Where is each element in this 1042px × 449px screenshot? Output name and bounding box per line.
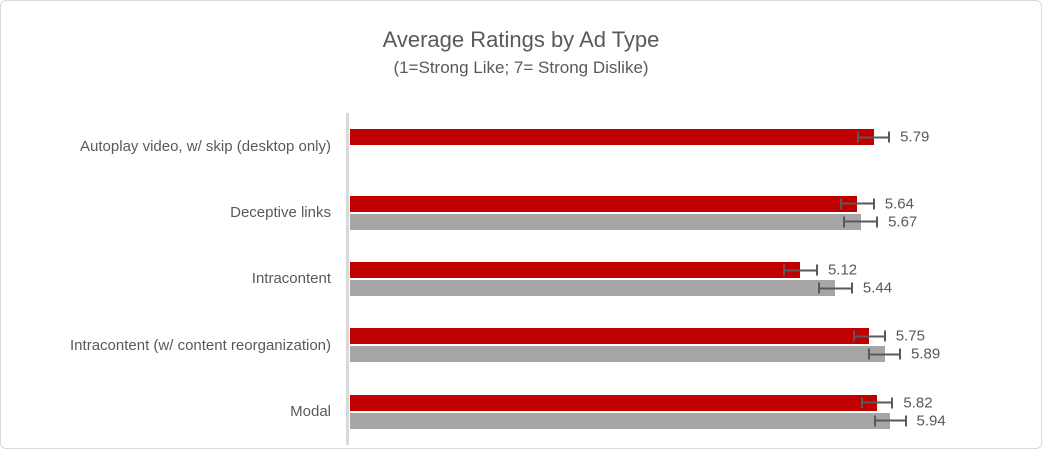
value-label: 5.64 — [884, 195, 914, 213]
plot-area: 5.79 5.64 5.67 5.12 5.44 5.75 5.89 5.82 5.94 — [350, 113, 1006, 445]
error-bar — [868, 348, 902, 360]
error-bar — [860, 397, 894, 409]
bar-slot-red: 5.75 — [350, 327, 1006, 345]
bar-red — [350, 394, 877, 411]
chart-title-block: Average Ratings by Ad Type (1=Strong Lik… — [1, 27, 1041, 80]
bar-slot-red: 5.12 — [350, 261, 1006, 279]
bar-gray — [350, 280, 836, 297]
value-label: 5.82 — [903, 394, 933, 412]
bar-group: 5.12 5.44 — [350, 246, 1006, 312]
chart-title: Average Ratings by Ad Type — [382, 27, 660, 52]
error-bar — [857, 131, 891, 143]
error-bar — [817, 282, 853, 294]
error-bar — [843, 216, 879, 228]
error-bar — [782, 264, 818, 276]
value-label: 5.44 — [862, 279, 893, 297]
error-bar — [852, 330, 886, 342]
value-label: 5.12 — [827, 261, 858, 279]
bar-gray — [350, 412, 891, 429]
category-label: Intracontent (w/ content reorganization) — [70, 336, 331, 354]
value-label: 5.89 — [911, 345, 941, 363]
category-label: Deceptive links — [230, 203, 331, 221]
bar-red — [350, 328, 870, 345]
error-bar — [839, 198, 875, 210]
bar-slot-gray — [350, 147, 1006, 163]
value-label: 5.67 — [888, 213, 918, 231]
bar-slot-red: 5.79 — [350, 128, 1006, 146]
y-axis-line — [346, 113, 349, 445]
bar-slot-gray: 5.94 — [350, 412, 1006, 430]
bar-slot-red: 5.64 — [350, 195, 1006, 213]
bar-gray — [350, 346, 885, 363]
category-label: Autoplay video, w/ skip (desktop only) — [80, 137, 331, 155]
error-bar — [873, 415, 907, 427]
bar-red — [350, 195, 858, 212]
bar-slot-gray: 5.89 — [350, 345, 1006, 363]
bar-red — [350, 262, 801, 279]
value-label: 5.75 — [895, 327, 925, 345]
bar-red — [350, 129, 874, 146]
bar-slot-red: 5.82 — [350, 394, 1006, 412]
category-label: Intracontent — [251, 270, 331, 288]
bar-group: 5.75 5.89 — [350, 312, 1006, 378]
category-label: Modal — [290, 403, 331, 421]
chart-subtitle: (1=Strong Like; 7= Strong Dislike) — [393, 58, 649, 78]
bar-group: 5.64 5.67 — [350, 179, 1006, 245]
bar-slot-gray: 5.44 — [350, 279, 1006, 297]
value-label: 5.94 — [916, 412, 946, 430]
bar-slot-gray: 5.67 — [350, 213, 1006, 231]
bar-group: 5.79 — [350, 113, 1006, 179]
bar-group: 5.82 5.94 — [350, 379, 1006, 445]
value-label: 5.79 — [900, 128, 930, 146]
bar-gray — [350, 213, 861, 230]
category-axis: Autoplay video, w/ skip (desktop only) De… — [1, 113, 331, 445]
